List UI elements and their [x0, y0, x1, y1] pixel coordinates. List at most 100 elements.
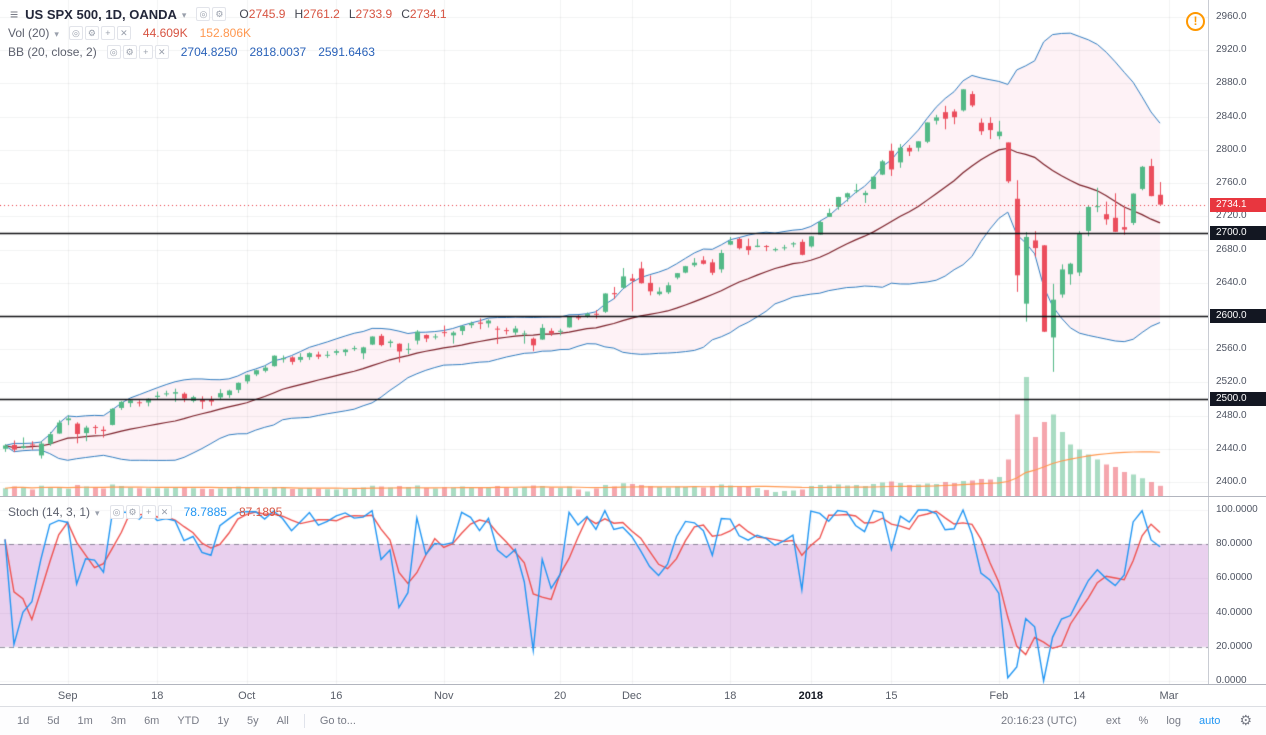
- bb-indicator-label[interactable]: BB (20, close, 2): [8, 45, 97, 59]
- symbol-action-icons: ◎ ⚙: [194, 7, 227, 21]
- clock-utc[interactable]: 20:16:23 (UTC): [1001, 715, 1077, 727]
- stoch-pane-canvas[interactable]: [0, 497, 1208, 684]
- ohlc-label: L: [348, 7, 356, 21]
- bb-action-icons: ◎ ⚙ + ✕: [105, 45, 169, 59]
- toolbar-right-group: 20:16:23 (UTC) ext% log auto ⚙: [1001, 711, 1258, 731]
- ohlc-value: 2761.2: [303, 7, 340, 21]
- time-axis-label: Dec: [621, 690, 642, 702]
- price-chart-canvas[interactable]: [0, 0, 1208, 497]
- volume-ma-value: 152.806K: [199, 26, 251, 40]
- range-5y-button[interactable]: 5y: [246, 715, 259, 727]
- plus-icon[interactable]: +: [141, 505, 156, 519]
- ohlc-value: 2734.1: [409, 7, 447, 21]
- range-1y-button[interactable]: 1y: [217, 715, 229, 727]
- price-tick: 2720.0: [1216, 210, 1247, 222]
- ohlc-value: 2733.9: [355, 7, 393, 21]
- range-1d-button[interactable]: 1d: [17, 715, 30, 727]
- range-6m-button[interactable]: 6m: [144, 715, 160, 727]
- time-axis-label: 15: [885, 690, 898, 702]
- symbol-legend-row: ≡ US SPX 500, 1D, OANDA ▾ ◎ ⚙ O2745.9 H276…: [8, 5, 447, 23]
- price-tick: 2520.0: [1216, 376, 1247, 388]
- eye-icon[interactable]: ◎: [109, 505, 124, 519]
- gear-icon[interactable]: ⚙: [84, 26, 99, 40]
- ohlc-label: H: [294, 7, 304, 21]
- price-level-badge[interactable]: 2600.0: [1210, 308, 1266, 323]
- price-tick: 2800.0: [1216, 143, 1247, 155]
- time-axis-label: Mar: [1159, 690, 1179, 702]
- goto-button[interactable]: Go to...: [319, 715, 356, 727]
- price-axis[interactable]: 2400.0 2440.0 2480.0 2520.0 2560.0 2600.0 2640…: [1208, 0, 1266, 497]
- chevron-down-icon[interactable]: ▾: [95, 507, 100, 518]
- stoch-tick: 100.0000: [1216, 504, 1258, 515]
- stoch-indicator-row: Stoch (14, 3, 1) ▾ ◎ ⚙ + ✕ 78.7885 87.1895: [8, 503, 282, 521]
- range-5d-button[interactable]: 5d: [47, 715, 60, 727]
- toolbar-divider: [303, 714, 305, 728]
- stoch-axis[interactable]: 100.0000 80.0000 60.0000 40.0000 20.0000 0.00…: [1208, 497, 1266, 686]
- close-icon[interactable]: ✕: [157, 505, 172, 519]
- time-axis-label: 16: [330, 690, 343, 702]
- volume-indicator-label[interactable]: Vol (20): [8, 26, 50, 40]
- price-tick: 2760.0: [1216, 177, 1247, 189]
- price-level-badge[interactable]: 2500.0: [1210, 391, 1266, 406]
- range-ytd-button[interactable]: YTD: [177, 715, 200, 727]
- price-level-badge[interactable]: 2700.0: [1210, 225, 1266, 240]
- pane-separator: [0, 684, 1266, 685]
- bb-upper-value: 2818.0037: [249, 45, 307, 59]
- time-axis[interactable]: Sep 18 Oct 16 Nov 20 Dec 18 2018 15 Feb 14 Mar: [0, 684, 1266, 706]
- range-3m-button[interactable]: 3m: [110, 715, 127, 727]
- pane-separator[interactable]: [0, 496, 1266, 497]
- stoch-tick: 20.0000: [1216, 640, 1253, 652]
- chevron-down-icon[interactable]: ▾: [181, 9, 187, 20]
- stoch-d-value: 87.1895: [238, 505, 283, 519]
- settings-gear-icon[interactable]: ⚙: [1239, 711, 1252, 728]
- stoch-tick: 60.0000: [1216, 572, 1253, 584]
- close-icon[interactable]: ✕: [116, 26, 131, 40]
- symbol-title[interactable]: US SPX 500, 1D, OANDA: [25, 6, 177, 22]
- time-axis-label: 18: [724, 690, 737, 702]
- range-all-button[interactable]: All: [276, 715, 289, 727]
- time-axis-label: 20: [553, 690, 567, 702]
- ohlc-value: 2745.9: [248, 7, 286, 21]
- price-tick: 2920.0: [1216, 44, 1247, 56]
- gear-icon[interactable]: ⚙: [122, 45, 137, 59]
- ohlc-values: O2745.9 H2761.2 L2733.9 C2734.1: [239, 7, 446, 21]
- auto-scale-button[interactable]: auto: [1199, 715, 1221, 727]
- price-tick: 2480.0: [1216, 409, 1247, 421]
- time-axis-label: Sep: [57, 690, 78, 702]
- close-icon[interactable]: ✕: [154, 45, 169, 59]
- ohlc-o: O2745.9: [239, 7, 285, 21]
- range-1m-button[interactable]: 1m: [77, 715, 93, 727]
- price-tick: 2680.0: [1216, 243, 1247, 255]
- stoch-action-icons: ◎ ⚙ + ✕: [108, 505, 172, 519]
- stoch-k-value: 78.7885: [183, 505, 227, 519]
- time-axis-label: 2018: [798, 690, 824, 702]
- chevron-down-icon[interactable]: ▾: [54, 28, 59, 39]
- stoch-indicator-label[interactable]: Stoch (14, 3, 1): [8, 505, 91, 519]
- range-buttons: 1d 5d 1m 3m 6m YTD 1y 5y All: [8, 711, 298, 731]
- volume-value: 44.609K: [142, 26, 188, 40]
- percent-scale-button[interactable]: %: [1138, 715, 1149, 727]
- scale-buttons: ext% log: [1097, 711, 1190, 731]
- ohlc-label: O: [239, 7, 249, 21]
- price-tick: 2640.0: [1216, 276, 1247, 288]
- time-axis-label: 14: [1073, 690, 1086, 702]
- plus-icon[interactable]: +: [100, 26, 115, 40]
- ext-hours-button[interactable]: ext: [1105, 715, 1121, 727]
- bottom-toolbar: 1d 5d 1m 3m 6m YTD 1y 5y All Go to... 20:16:23 (…: [0, 706, 1266, 735]
- stoch-tick: 80.0000: [1216, 538, 1253, 550]
- eye-icon[interactable]: ◎: [106, 45, 121, 59]
- ohlc-h: H2761.2: [294, 7, 339, 21]
- gear-icon[interactable]: ⚙: [212, 7, 227, 21]
- bb-indicator-row: BB (20, close, 2) ◎ ⚙ + ✕ 2704.8250 2818.00…: [8, 43, 375, 61]
- plus-icon[interactable]: +: [138, 45, 153, 59]
- gear-icon[interactable]: ⚙: [125, 505, 140, 519]
- data-delay-warning-icon[interactable]: !: [1186, 12, 1205, 31]
- menu-icon[interactable]: ≡: [10, 6, 19, 22]
- bb-basis-value: 2704.8250: [180, 45, 238, 59]
- eye-icon[interactable]: ◎: [196, 7, 211, 21]
- time-axis-label: Oct: [238, 690, 256, 702]
- eye-icon[interactable]: ◎: [68, 26, 83, 40]
- log-scale-button[interactable]: log: [1166, 715, 1182, 727]
- price-tick: 2960.0: [1216, 11, 1247, 22]
